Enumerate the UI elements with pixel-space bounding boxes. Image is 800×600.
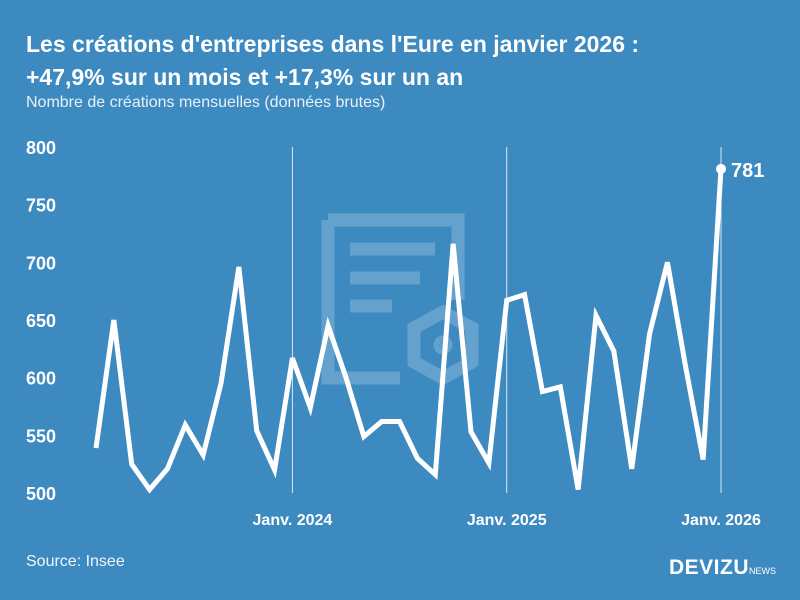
chart-subtitle: Nombre de créations mensuelles (données …	[26, 94, 386, 111]
logo-main: DEVIZU	[668, 556, 749, 579]
source-note: Source: Insee	[26, 553, 125, 570]
y-tick-label: 750	[26, 196, 56, 216]
y-tick-label: 500	[26, 484, 56, 504]
x-tick-label: Janv. 2026	[681, 512, 761, 529]
y-tick-label: 800	[26, 138, 56, 158]
title-line-2: +47,9% sur un mois et +17,3% sur un an	[26, 64, 464, 90]
last-point-marker	[716, 163, 726, 174]
logo-suffix: NEWS	[749, 566, 776, 576]
y-tick-label: 700	[26, 253, 56, 273]
chart-title: Les créations d'entreprises dans l'Eure …	[26, 28, 639, 94]
devizu-logo: DEVIZUNEWS	[669, 556, 776, 580]
series-line	[93, 168, 724, 494]
x-tick-label: Janv. 2025	[467, 512, 547, 529]
y-tick-label: 550	[26, 426, 56, 446]
y-tick-label: 600	[26, 369, 56, 389]
y-tick-label: 650	[26, 311, 56, 331]
x-tick-label: Janv. 2024	[253, 512, 333, 529]
title-line-1: Les créations d'entreprises dans l'Eure …	[26, 31, 640, 57]
last-point-label: 781	[731, 160, 764, 182]
